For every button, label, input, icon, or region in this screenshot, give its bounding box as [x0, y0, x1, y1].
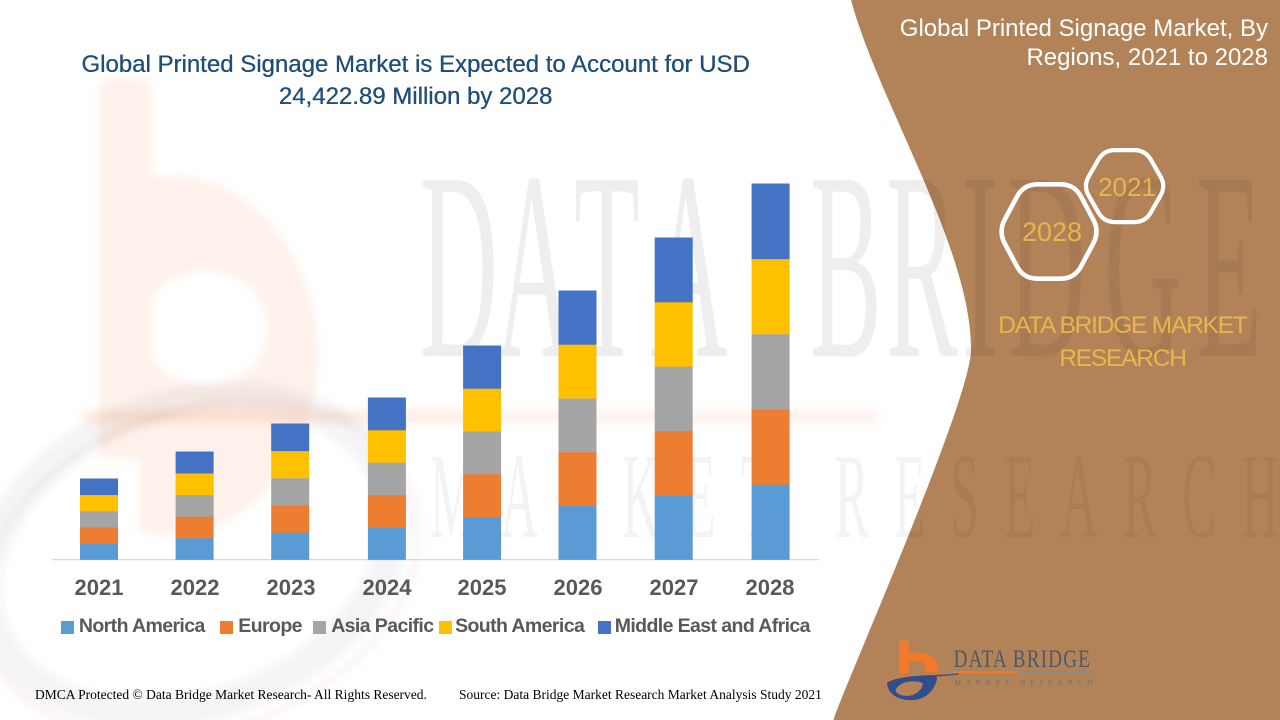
svg-text:2028: 2028 [1022, 217, 1082, 247]
svg-text:DATA BRIDGE: DATA BRIDGE [954, 644, 1091, 672]
svg-text:MARKET RESEARCH: MARKET RESEARCH [955, 678, 1098, 687]
svg-text:MARKET RESEARCH: MARKET RESEARCH [430, 430, 1280, 564]
svg-text:2021: 2021 [1098, 172, 1156, 202]
